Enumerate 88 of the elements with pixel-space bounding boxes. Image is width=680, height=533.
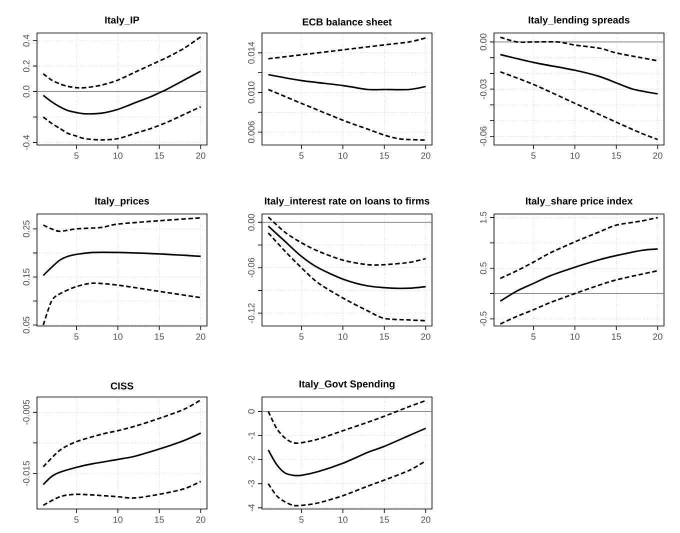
x-tick-label: 10 xyxy=(338,152,348,159)
y-tick-label: -2 xyxy=(248,456,254,464)
x-tick-label: 10 xyxy=(114,516,122,523)
line-series xyxy=(500,248,659,302)
x-tick-label: 5 xyxy=(299,334,304,340)
y-tick-label: -0.03 xyxy=(480,79,486,99)
y-tick-label: 0 xyxy=(248,409,254,414)
x-tick-label: 20 xyxy=(421,516,430,523)
x-tick-label: 20 xyxy=(196,516,206,523)
x-tick-label: 20 xyxy=(196,152,206,159)
y-tick-label: 0.0 xyxy=(23,86,30,98)
x-tick-label: 15 xyxy=(612,152,621,159)
x-tick-label: 5 xyxy=(74,334,79,340)
x-tick-label: 5 xyxy=(74,152,79,159)
line-series xyxy=(268,37,427,60)
y-tick-label: 0.00 xyxy=(480,34,486,50)
y-tick-label: 0.006 xyxy=(248,121,254,143)
line-series xyxy=(500,36,659,62)
x-tick-label: 10 xyxy=(570,334,580,340)
x-tick-label: 20 xyxy=(653,152,662,159)
y-tick-label: 0.05 xyxy=(23,316,30,334)
y-tick-label: 0.014 xyxy=(248,42,254,64)
line-series xyxy=(268,88,427,141)
x-tick-label: 15 xyxy=(154,334,164,340)
x-tick-label: 5 xyxy=(74,516,79,523)
x-tick-label: 10 xyxy=(338,334,348,340)
line-series xyxy=(268,400,427,444)
x-tick-label: 5 xyxy=(299,152,304,159)
y-tick-label: 0.2 xyxy=(23,60,30,72)
x-tick-label: 15 xyxy=(380,152,389,159)
y-tick-label: -0.005 xyxy=(23,400,30,425)
line-series xyxy=(268,232,427,322)
y-tick-label: 0.15 xyxy=(23,268,30,286)
chart-title: Italy_IP xyxy=(105,16,140,26)
line-series xyxy=(42,251,202,276)
y-tick-label: -4 xyxy=(248,504,254,512)
line-series xyxy=(268,428,427,476)
x-tick-label: 5 xyxy=(531,334,536,340)
y-tick-label: 0.010 xyxy=(248,82,254,104)
x-tick-label: 5 xyxy=(531,152,536,159)
y-tick-label: -3 xyxy=(248,480,254,488)
line-series xyxy=(42,36,202,89)
line-series xyxy=(268,74,427,91)
x-tick-label: 10 xyxy=(338,516,348,523)
y-tick-label: -1 xyxy=(248,432,254,440)
chart-title: Italy_lending spreads xyxy=(528,16,630,26)
line-series xyxy=(42,480,202,506)
y-tick-label: -0.12 xyxy=(248,303,254,323)
y-tick-label: 1.5 xyxy=(480,212,486,224)
y-tick-label: 0.25 xyxy=(23,220,30,238)
line-series xyxy=(500,54,659,95)
x-tick-label: 20 xyxy=(653,334,662,340)
x-tick-label: 15 xyxy=(154,152,164,159)
y-tick-label: 0.5 xyxy=(480,262,486,274)
x-tick-label: 10 xyxy=(114,152,122,159)
chart-title: CISS xyxy=(110,382,134,390)
x-tick-label: 10 xyxy=(570,152,580,159)
x-tick-label: 5 xyxy=(299,516,304,523)
x-tick-label: 20 xyxy=(196,334,206,340)
y-tick-label: -0.06 xyxy=(480,126,486,146)
x-tick-label: 15 xyxy=(380,516,389,523)
y-tick-label: 0.00 xyxy=(248,214,254,231)
chart-title: Italy_share price index xyxy=(526,197,633,206)
chart-title: Italy_Govt Spending xyxy=(300,380,394,390)
y-tick-label: -0.015 xyxy=(23,461,30,486)
line-series xyxy=(42,432,202,486)
x-tick-label: 15 xyxy=(380,334,389,340)
line-series xyxy=(268,216,427,266)
y-tick-label: -0.4 xyxy=(23,134,30,150)
chart-title: Italy_interest rate on loans to firms xyxy=(264,197,430,206)
x-tick-label: 20 xyxy=(421,334,430,340)
line-series xyxy=(42,399,202,468)
line-series xyxy=(42,217,202,232)
line-series xyxy=(500,71,659,140)
chart-title: Italy_prices xyxy=(95,197,150,206)
x-tick-label: 15 xyxy=(154,516,164,523)
y-tick-label: -0.06 xyxy=(248,258,254,278)
line-series xyxy=(42,106,202,141)
y-tick-label: -0.5 xyxy=(480,312,486,326)
line-series xyxy=(268,460,427,506)
chart-title: ECB balance sheet xyxy=(302,18,392,26)
x-tick-label: 15 xyxy=(612,334,621,340)
line-series xyxy=(42,70,202,115)
x-tick-label: 10 xyxy=(114,334,122,340)
line-series xyxy=(500,216,659,280)
line-series xyxy=(268,225,427,290)
y-tick-label: 0.4 xyxy=(23,34,30,47)
x-tick-label: 20 xyxy=(421,152,430,159)
